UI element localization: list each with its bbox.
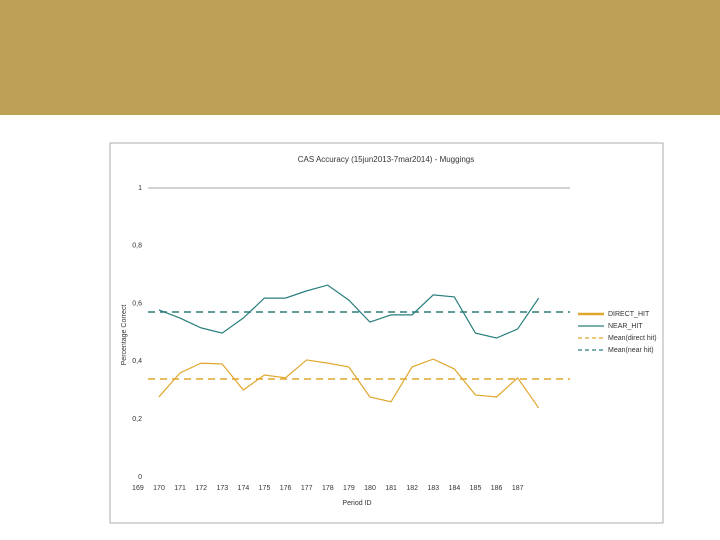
x-tick-label: 181 xyxy=(385,485,397,492)
x-tick-label: 180 xyxy=(364,485,376,492)
header-band xyxy=(0,0,720,115)
chart-title: CAS Accuracy (15jun2013-7mar2014) - Mugg… xyxy=(298,155,475,164)
x-tick-label: 178 xyxy=(322,485,334,492)
legend-label: NEAR_HIT xyxy=(608,323,643,330)
x-tick-label: 186 xyxy=(491,485,503,492)
x-tick-label: 173 xyxy=(216,485,228,492)
legend-label: DIRECT_HIT xyxy=(608,311,650,318)
series-line xyxy=(158,358,540,409)
x-tick-label: 183 xyxy=(427,485,439,492)
x-tick-label: 171 xyxy=(174,485,186,492)
y-tick-label: 0 xyxy=(138,474,142,481)
x-tick-label: 182 xyxy=(406,485,418,492)
series-line xyxy=(158,284,540,339)
x-tick-label: 175 xyxy=(259,485,271,492)
x-tick-label: 172 xyxy=(195,485,207,492)
x-tick-label: 170 xyxy=(153,485,165,492)
y-tick-label: 0,6 xyxy=(132,300,142,307)
x-tick-label: 184 xyxy=(449,485,461,492)
y-axis-label: Percentage Correct xyxy=(121,305,128,366)
y-tick-label: 0,8 xyxy=(132,243,142,250)
y-tick-label: 1 xyxy=(138,185,142,192)
legend-label: Mean(direct hit) xyxy=(608,335,657,342)
chart-frame xyxy=(109,142,664,524)
x-tick-label: 177 xyxy=(301,485,313,492)
x-tick-label: 174 xyxy=(238,485,250,492)
y-tick-label: 0,2 xyxy=(132,416,142,423)
y-tick-label: 0,4 xyxy=(132,358,142,365)
x-tick-label: 187 xyxy=(512,485,524,492)
x-tick-label: 169 xyxy=(132,485,144,492)
x-axis-label: Period ID xyxy=(342,500,371,507)
x-tick-label: 176 xyxy=(280,485,292,492)
legend-label: Mean(near hit) xyxy=(608,347,654,354)
x-tick-label: 179 xyxy=(343,485,355,492)
x-tick-label: 185 xyxy=(470,485,482,492)
